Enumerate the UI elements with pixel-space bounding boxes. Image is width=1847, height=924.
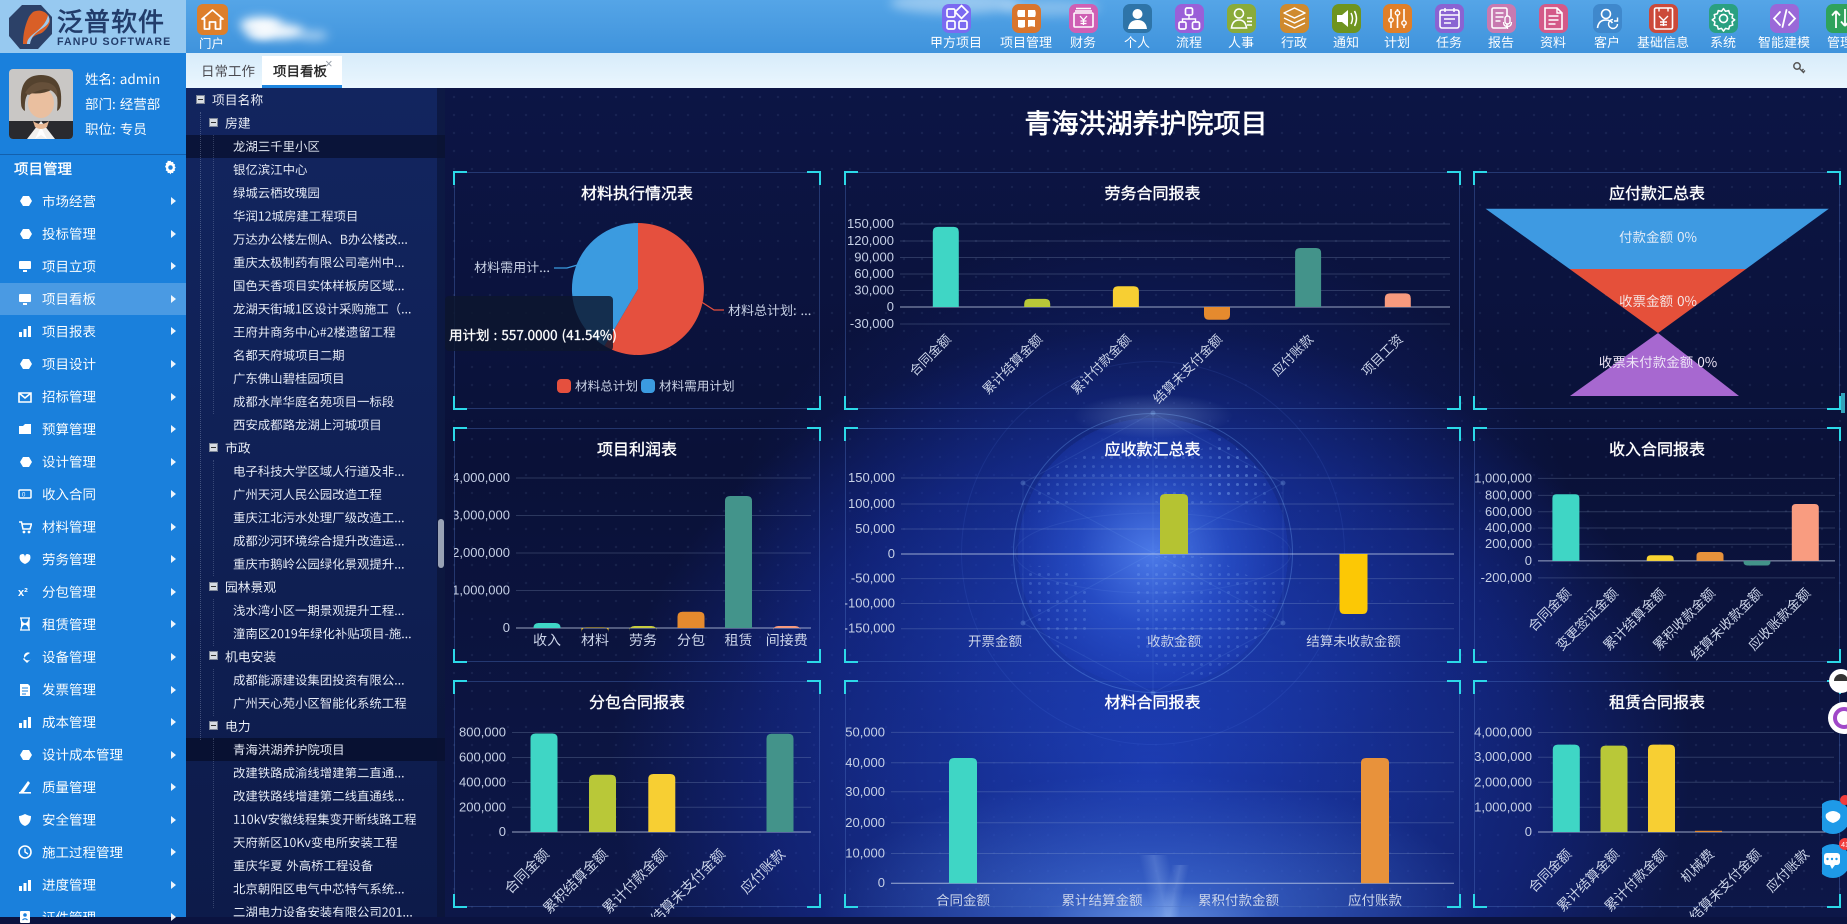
svg-text:3,000,000: 3,000,000 — [1474, 749, 1532, 764]
svg-text:200,000: 200,000 — [1485, 536, 1532, 551]
svg-text:0: 0 — [503, 620, 510, 635]
svg-text:-50,000: -50,000 — [851, 571, 895, 586]
svg-text:1,000,000: 1,000,000 — [454, 583, 510, 598]
svg-text:0: 0 — [1525, 553, 1532, 568]
svg-text:400,000: 400,000 — [459, 775, 506, 790]
svg-text:0: 0 — [887, 299, 894, 314]
svg-text:0: 0 — [1525, 824, 1532, 839]
svg-text:-200,000: -200,000 — [1481, 570, 1532, 585]
svg-text:-150,000: -150,000 — [845, 621, 895, 636]
svg-text:200,000: 200,000 — [459, 799, 506, 814]
svg-text:x²: x² — [18, 587, 28, 599]
svg-text:10,000: 10,000 — [845, 846, 885, 861]
svg-text:100,000: 100,000 — [848, 496, 895, 511]
svg-text:50,000: 50,000 — [855, 521, 895, 536]
svg-text:120,000: 120,000 — [847, 233, 894, 248]
svg-text:90,000: 90,000 — [854, 250, 894, 265]
svg-text:2,000,000: 2,000,000 — [454, 545, 510, 560]
svg-text:0: 0 — [499, 824, 506, 839]
svg-text:3,000,000: 3,000,000 — [454, 508, 510, 523]
svg-text:30,000: 30,000 — [845, 784, 885, 799]
svg-text:2,000,000: 2,000,000 — [1474, 774, 1532, 789]
svg-text:0: 0 — [878, 875, 885, 890]
svg-text:4,000,000: 4,000,000 — [454, 470, 510, 485]
svg-text:4,000,000: 4,000,000 — [1474, 725, 1532, 740]
svg-text:-100,000: -100,000 — [845, 596, 895, 611]
svg-text:0: 0 — [22, 493, 26, 499]
svg-text:150,000: 150,000 — [848, 470, 895, 485]
svg-text:800,000: 800,000 — [459, 725, 506, 740]
svg-text:41: 41 — [1841, 842, 1847, 849]
svg-text:600,000: 600,000 — [459, 750, 506, 765]
svg-text:800,000: 800,000 — [1485, 487, 1532, 502]
svg-text:1,000,000: 1,000,000 — [1474, 470, 1532, 485]
svg-text:0: 0 — [888, 546, 895, 561]
svg-text:40,000: 40,000 — [845, 755, 885, 770]
svg-text:50,000: 50,000 — [845, 724, 885, 739]
svg-text:30,000: 30,000 — [854, 283, 894, 298]
svg-text:60,000: 60,000 — [854, 266, 894, 281]
svg-text:400,000: 400,000 — [1485, 520, 1532, 535]
svg-text:20,000: 20,000 — [845, 815, 885, 830]
svg-text:150,000: 150,000 — [847, 216, 894, 231]
svg-text:-30,000: -30,000 — [850, 316, 894, 331]
svg-text:600,000: 600,000 — [1485, 504, 1532, 519]
svg-text:1,000,000: 1,000,000 — [1474, 799, 1532, 814]
